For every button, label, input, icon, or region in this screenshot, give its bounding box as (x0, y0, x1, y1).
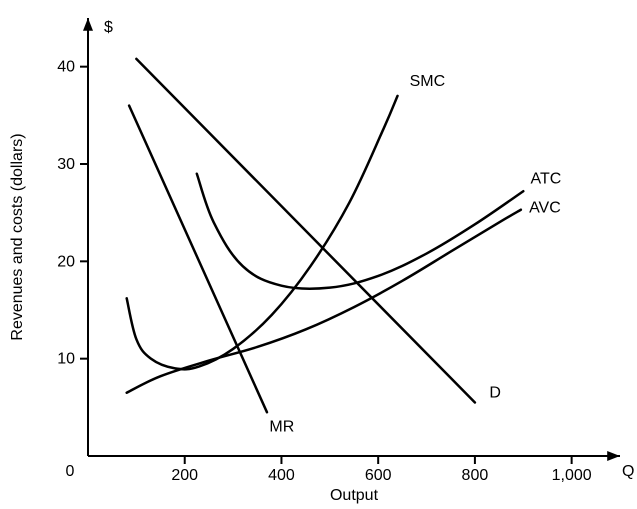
curve-label-mr: MR (269, 419, 294, 436)
curve-label-d: D (489, 385, 501, 402)
curve-label-avc: AVC (529, 200, 561, 217)
curve-label-smc: SMC (410, 73, 446, 90)
y-tick-label: 40 (57, 59, 75, 76)
y-axis-end-label: $ (104, 19, 113, 36)
y-tick-label: 10 (57, 351, 75, 368)
y-tick-label: 30 (57, 156, 75, 173)
origin-label: 0 (66, 463, 75, 480)
curve-label-atc: ATC (531, 170, 562, 187)
y-axis-title: Revenues and costs (dollars) (9, 133, 26, 340)
econ-cost-revenue-chart: 10 20 30 40 200 400 600 800 1,000 0 $ Q Output Revenu… (0, 0, 637, 509)
chart-svg: 10 20 30 40 200 400 600 800 1,000 0 $ Q Output Revenu… (0, 0, 637, 509)
x-axis-end-label: Q (622, 463, 634, 480)
x-tick-label: 600 (365, 467, 392, 484)
x-tick-label: 800 (462, 467, 489, 484)
x-tick-label: 1,000 (552, 467, 592, 484)
x-tick-label: 400 (268, 467, 295, 484)
y-tick-label: 20 (57, 253, 75, 270)
x-tick-label: 200 (171, 467, 198, 484)
x-axis-title: Output (330, 487, 379, 504)
